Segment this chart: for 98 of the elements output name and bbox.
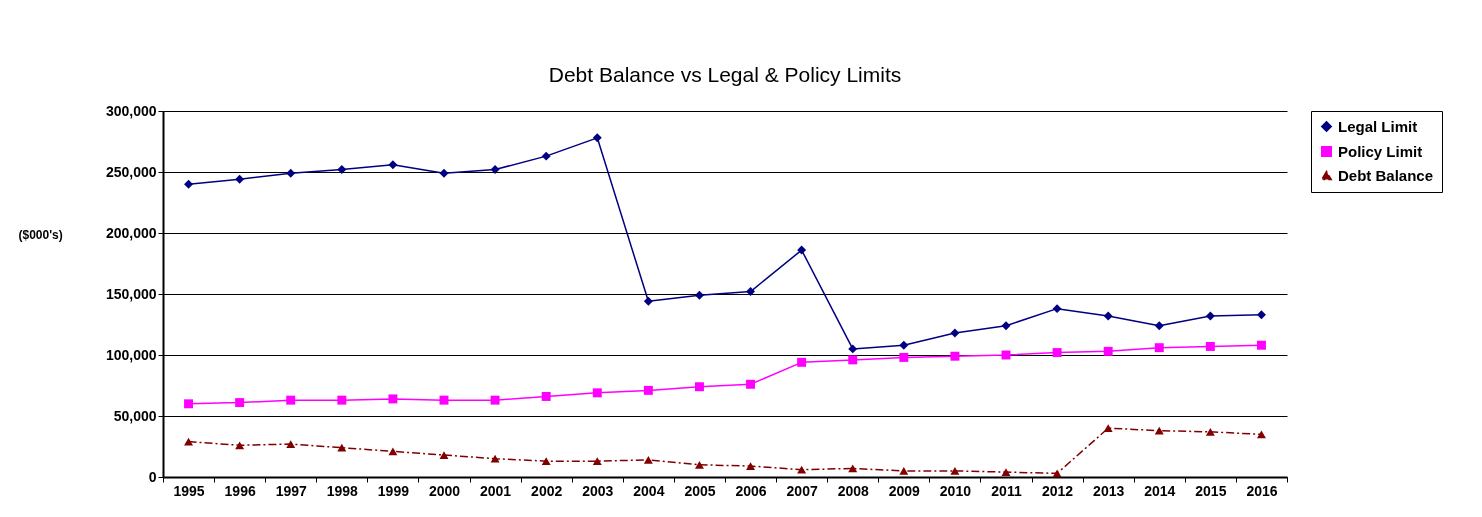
point xyxy=(1154,321,1164,331)
x-tick-label: 2013 xyxy=(1093,482,1125,499)
point xyxy=(694,460,704,469)
point xyxy=(950,467,960,475)
point xyxy=(694,382,704,392)
x-tick-label: 1996 xyxy=(224,482,256,499)
x-tick-label: 2000 xyxy=(428,482,461,499)
x-tick-label: 2008 xyxy=(837,482,870,499)
y-tick-label: 150,000 xyxy=(105,285,157,302)
point xyxy=(286,168,296,178)
x-tick-label: 2007 xyxy=(786,482,818,499)
point xyxy=(1052,469,1062,478)
point xyxy=(694,290,704,300)
point xyxy=(388,447,398,456)
point xyxy=(1103,346,1113,356)
x-tick-label: 2006 xyxy=(735,482,767,499)
point xyxy=(286,395,296,405)
point xyxy=(235,441,245,450)
y-tick-label: 100,000 xyxy=(105,346,157,363)
point xyxy=(950,328,960,338)
point xyxy=(1205,311,1215,321)
point xyxy=(848,464,858,473)
point xyxy=(286,440,296,448)
x-tick-label: 2001 xyxy=(480,482,512,499)
point xyxy=(848,355,858,365)
x-tick-label: 2002 xyxy=(531,482,563,499)
point xyxy=(337,165,347,175)
legend-label: Debt Balance xyxy=(1338,166,1434,184)
legend-label: Legal Limit xyxy=(1338,117,1418,135)
point xyxy=(797,357,807,367)
point xyxy=(388,160,398,170)
point xyxy=(337,395,347,405)
point xyxy=(643,456,653,464)
point xyxy=(592,457,602,466)
point xyxy=(1256,430,1266,439)
point xyxy=(797,245,807,255)
x-tick-label: 1998 xyxy=(326,482,359,499)
point xyxy=(439,395,449,405)
y-tick-label: 300,000 xyxy=(105,102,157,119)
point xyxy=(643,296,653,306)
x-tick-label: 2005 xyxy=(684,482,716,499)
point xyxy=(899,352,909,362)
x-tick-label: 2011 xyxy=(991,482,1022,499)
y-tick-label: 0 xyxy=(148,468,157,485)
point xyxy=(899,340,909,350)
x-tick-label: 2015 xyxy=(1195,482,1227,499)
x-tick-label: 2003 xyxy=(582,482,614,499)
point xyxy=(797,465,807,474)
x-tick-label: 2009 xyxy=(888,482,921,499)
legend-label: Policy Limit xyxy=(1338,142,1423,160)
point xyxy=(1001,468,1011,476)
point xyxy=(1103,424,1113,433)
point xyxy=(899,467,909,475)
point xyxy=(1256,340,1266,350)
point xyxy=(1001,321,1011,331)
y-tick-label: 50,000 xyxy=(113,407,157,424)
point xyxy=(1154,343,1164,353)
point xyxy=(337,443,347,452)
point xyxy=(184,399,194,409)
point xyxy=(1205,427,1215,436)
x-tick-label: 1997 xyxy=(275,482,308,499)
point xyxy=(592,133,602,143)
y-axis-title: ($000's) xyxy=(18,227,63,242)
y-tick-label: 200,000 xyxy=(105,224,157,241)
point xyxy=(541,151,551,161)
point xyxy=(1103,311,1113,321)
point xyxy=(541,457,551,466)
x-tick-label: 2004 xyxy=(633,482,665,499)
point xyxy=(592,388,602,398)
point xyxy=(746,379,756,389)
point xyxy=(746,462,756,470)
point xyxy=(439,451,449,459)
point xyxy=(490,395,500,405)
chart-title: Debt Balance vs Legal & Policy Limits xyxy=(548,63,902,86)
y-tick-label: 250,000 xyxy=(105,163,157,180)
point xyxy=(1052,348,1062,358)
point xyxy=(1205,341,1215,351)
point xyxy=(490,454,500,463)
point xyxy=(235,398,245,408)
point xyxy=(746,287,756,297)
point xyxy=(235,174,245,184)
x-tick-label: 2010 xyxy=(939,482,972,499)
point xyxy=(1154,426,1164,435)
point xyxy=(950,351,960,361)
x-tick-label: 2014 xyxy=(1144,482,1176,499)
point xyxy=(388,394,398,404)
x-tick-label: 1995 xyxy=(173,482,205,499)
point xyxy=(1052,304,1062,314)
point xyxy=(184,179,194,189)
point xyxy=(541,392,551,401)
point xyxy=(439,168,449,178)
point xyxy=(643,385,653,395)
x-tick-label: 2012 xyxy=(1042,482,1074,499)
point xyxy=(490,165,500,175)
x-tick-label: 2016 xyxy=(1246,482,1278,499)
point xyxy=(1256,310,1266,320)
point xyxy=(848,344,858,354)
x-tick-label: 1999 xyxy=(377,482,410,499)
